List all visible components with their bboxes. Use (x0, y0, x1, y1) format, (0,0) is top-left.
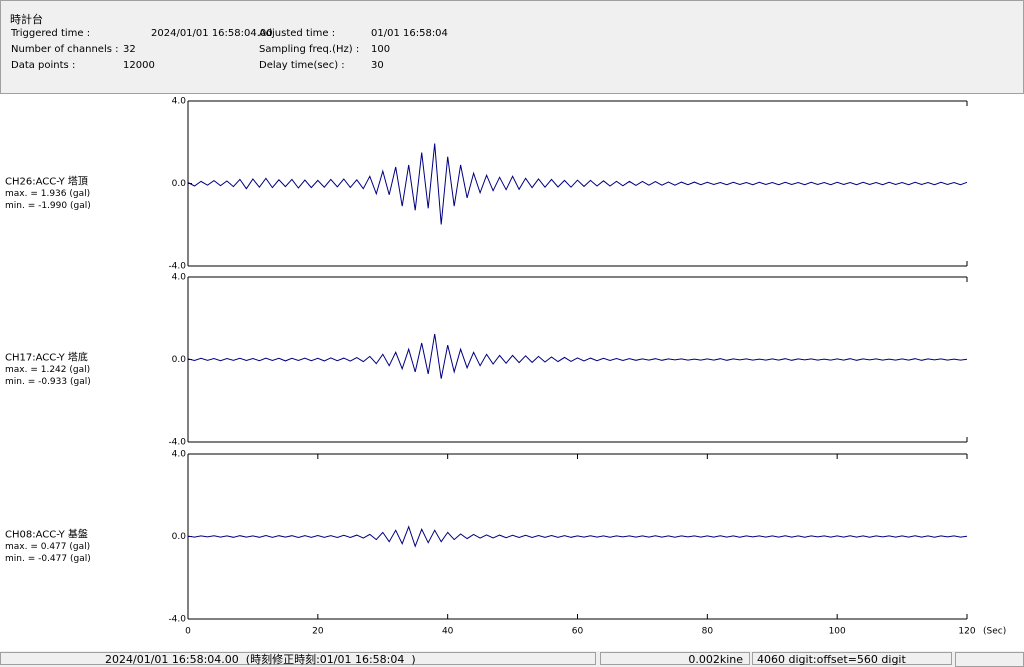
field-label: Delay time(sec) : (259, 60, 345, 71)
y-tick-label: 0.0 (172, 355, 187, 365)
min-label: min. = -1.990 (gal) (5, 201, 91, 211)
status-scale: 0.002kine (600, 652, 750, 666)
min-label: min. = -0.933 (gal) (5, 377, 91, 387)
y-tick-label: 4.0 (172, 273, 187, 283)
y-tick-label: 0.0 (172, 532, 187, 542)
y-tick-label: -4.0 (168, 438, 186, 448)
x-axis-label: (Sec) (983, 627, 1006, 637)
status-time: 2024/01/01 16:58:04.00 (時刻修正時刻:01/01 16:… (0, 652, 596, 666)
waveform (187, 333, 968, 379)
y-tick-label: -4.0 (168, 262, 186, 272)
min-label: min. = -0.477 (gal) (5, 554, 91, 564)
status-bar: 2024/01/01 16:58:04.00 (時刻修正時刻:01/01 16:… (0, 651, 1024, 667)
field-label: Sampling freq.(Hz) : (259, 44, 360, 55)
waveform (187, 143, 968, 225)
field-label: Number of channels : (11, 44, 119, 55)
field-value: 30 (371, 60, 384, 71)
x-tick-label: 100 (829, 627, 846, 637)
x-tick-label: 120 (958, 627, 975, 637)
y-tick-label: -4.0 (168, 615, 186, 625)
channel-label: CH08:ACC-Y 基盤 (5, 528, 88, 541)
field-value: 01/01 16:58:04 (371, 28, 448, 39)
field-value: 100 (371, 44, 391, 55)
y-tick-label: 4.0 (172, 450, 187, 460)
channel-label: CH26:ACC-Y 塔頂 (5, 175, 88, 188)
y-tick-label: 4.0 (172, 97, 187, 107)
field-label: Triggered time : (11, 28, 91, 39)
field-label: Data points : (11, 60, 76, 71)
y-tick-label: 0.0 (172, 179, 187, 189)
field-value: 12000 (123, 60, 155, 71)
max-label: max. = 0.477 (gal) (5, 542, 90, 552)
header: 時計台 Triggered time : 2024/01/01 16:58:04… (0, 0, 1024, 94)
x-tick-label: 0 (185, 627, 191, 637)
x-tick-label: 60 (572, 627, 584, 637)
field-value: 32 (123, 44, 136, 55)
x-tick-label: 20 (312, 627, 324, 637)
field-value: 2024/01/01 16:58:04.00 (151, 28, 273, 39)
max-label: max. = 1.936 (gal) (5, 189, 90, 199)
channel-label: CH17:ACC-Y 塔底 (5, 351, 88, 364)
max-label: max. = 1.242 (gal) (5, 365, 90, 375)
field-label: Adjusted time : (259, 28, 336, 39)
status-empty (955, 652, 1024, 667)
waveform (187, 525, 968, 548)
x-tick-label: 80 (702, 627, 714, 637)
status-digit: 4060 digit:offset=560 digit (752, 652, 952, 666)
title: 時計台 (10, 13, 43, 26)
x-tick-label: 40 (442, 627, 454, 637)
